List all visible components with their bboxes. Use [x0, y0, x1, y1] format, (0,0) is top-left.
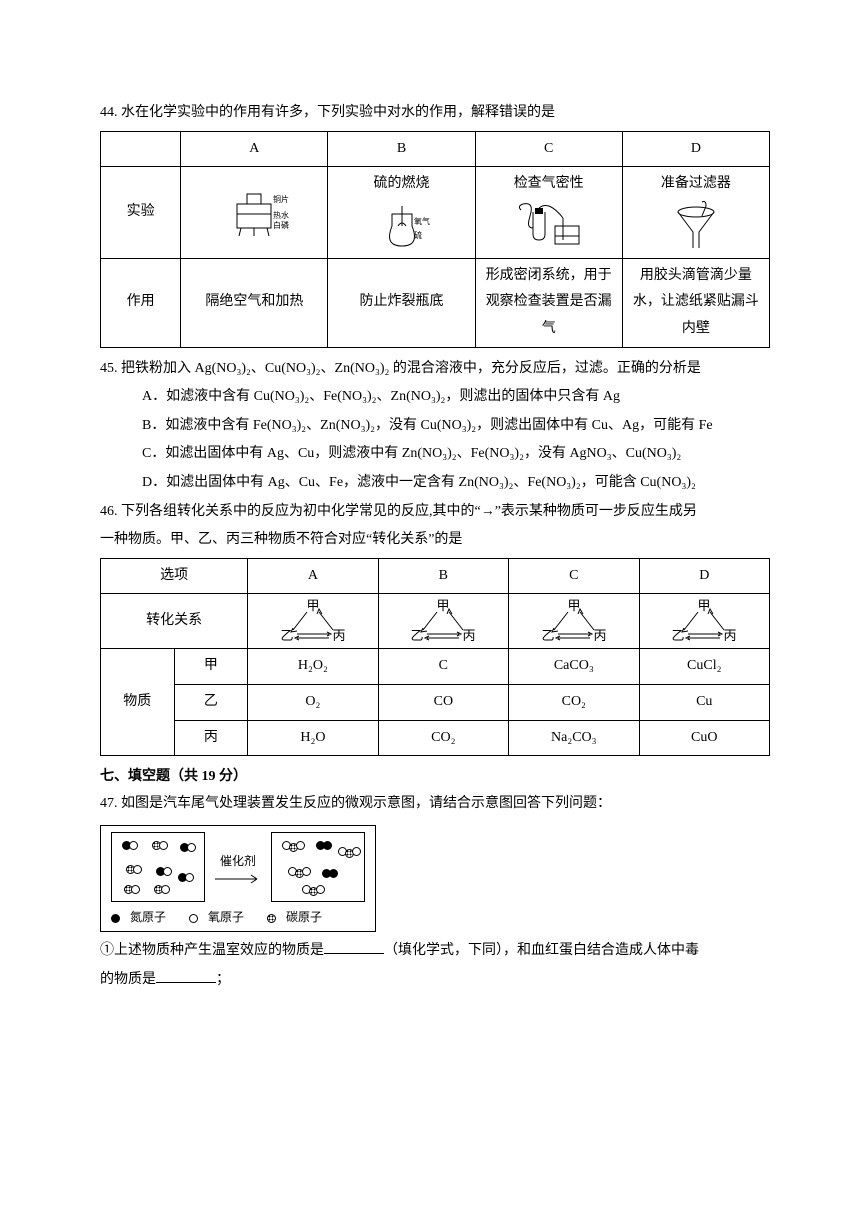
table-row: A B C D	[101, 131, 770, 167]
q44-table: A B C D 实验 铜片 热水 白磷 硫的燃烧	[100, 131, 770, 348]
svg-text:铜片: 铜片	[273, 194, 289, 204]
row-jia: 甲	[174, 649, 248, 685]
svg-text:硫: 硫	[414, 230, 422, 240]
use-D: 用胶头滴管滴少量水，让滤纸紧贴漏斗内壁	[622, 258, 769, 347]
exp-title: 硫的燃烧	[334, 171, 468, 198]
cell: CuO	[639, 720, 769, 756]
flask-burn-icon: 氧气 硫	[372, 198, 432, 254]
svg-text:甲: 甲	[567, 598, 580, 613]
legend-n: 氮原子	[130, 910, 166, 924]
q45-opt-A: A．如滤液中含有 Cu(NO₃)₂、Fe(NO₃)₂、Zn(NO₃)₂，则滤出的…	[142, 384, 770, 411]
beaker-heat-icon: 铜片 热水 白磷	[219, 184, 289, 240]
col-C: C	[475, 131, 622, 167]
row-label-exp: 实验	[101, 167, 181, 259]
legend-o: 氧原子	[208, 910, 244, 924]
exp-A: 铜片 热水 白磷	[181, 167, 328, 259]
catalyst-label: 催化剂	[213, 850, 263, 873]
table-row: 物质 甲 H₂O₂ C CaCO₃ CuCl₂	[101, 649, 770, 685]
cell: Na₂CO₃	[509, 720, 639, 756]
svg-text:丙: 丙	[332, 628, 345, 643]
table-row: 实验 铜片 热水 白磷 硫的燃烧 氧气 硫	[101, 167, 770, 259]
hdr-option: 选项	[101, 558, 248, 594]
legend-c: 碳原子	[286, 910, 322, 924]
exp-title: 准备过滤器	[629, 171, 763, 198]
tri-A: 甲乙丙	[248, 594, 378, 649]
exp-B: 硫的燃烧 氧气 硫	[328, 167, 475, 259]
table-row: 丙 H₂O CO₂ Na₂CO₃ CuO	[101, 720, 770, 756]
legend: 氮原子 氧原子 碳原子	[111, 906, 365, 929]
cell: CO₂	[378, 720, 508, 756]
q47-diagram: 催化剂 氮原子 氧原子 碳原子	[100, 825, 376, 932]
cell: C	[378, 649, 508, 685]
text: （填化学式，下同），和血红蛋白结合造成人体中毒	[384, 943, 699, 958]
tri-D: 甲乙丙	[639, 594, 769, 649]
airtight-check-icon	[509, 198, 589, 254]
cell: Cu	[639, 684, 769, 720]
exp-C: 检查气密性	[475, 167, 622, 259]
cell: CO₂	[509, 684, 639, 720]
relation-label: 转化关系	[101, 594, 248, 649]
blank-input[interactable]	[324, 939, 384, 954]
use-A: 隔绝空气和加热	[181, 258, 328, 347]
exp-D: 准备过滤器	[622, 167, 769, 259]
svg-text:丙: 丙	[463, 628, 476, 643]
table-row: 选项 A B C D	[101, 558, 770, 594]
svg-text:甲: 甲	[306, 598, 319, 613]
q45-opt-D: D．如滤出固体中有 Ag、Cu、Fe，滤液中一定含有 Zn(NO₃)₂、Fe(N…	[142, 470, 770, 497]
products-box	[271, 832, 365, 902]
reactants-box	[111, 832, 205, 902]
tri-B: 甲乙丙	[378, 594, 508, 649]
col-B: B	[328, 131, 475, 167]
q46-stem-a: 46. 下列各组转化关系中的反应为初中化学常见的反应,其中的“→”表示某种物质可…	[100, 499, 770, 526]
svg-text:甲: 甲	[698, 598, 711, 613]
svg-text:热水: 热水	[273, 210, 289, 220]
svg-text:丙: 丙	[724, 628, 737, 643]
row-yi: 乙	[174, 684, 248, 720]
matter-label: 物质	[101, 649, 175, 756]
exp-title: 检查气密性	[482, 171, 616, 198]
q46-stem-b: 一种物质。甲、乙、丙三种物质不符合对应“转化关系”的是	[100, 527, 770, 554]
q47-line1: ①上述物质种产生温室效应的物质是 （填化学式，下同），和血红蛋白结合造成人体中毒	[100, 938, 770, 965]
col-D: D	[622, 131, 769, 167]
cell: H₂O₂	[248, 649, 378, 685]
row-bing: 丙	[174, 720, 248, 756]
cell: CaCO₃	[509, 649, 639, 685]
q45-stem: 45. 把铁粉加入 Ag(NO₃)₂、Cu(NO₃)₂、Zn(NO₃)₂ 的混合…	[100, 356, 770, 383]
hdr-B: B	[378, 558, 508, 594]
q47-stem: 47. 如图是汽车尾气处理装置发生反应的微观示意图，请结合示意图回答下列问题：	[100, 791, 770, 818]
section-7-title: 七、填空题（共 19 分）	[100, 764, 770, 791]
hdr-C: C	[509, 558, 639, 594]
hdr-D: D	[639, 558, 769, 594]
table-row: 转化关系 甲乙丙 甲乙丙 甲乙丙 甲乙丙	[101, 594, 770, 649]
funnel-icon	[666, 198, 726, 254]
text: ①上述物质种产生温室效应的物质是	[100, 943, 324, 958]
svg-text:丙: 丙	[593, 628, 606, 643]
svg-text:甲: 甲	[437, 598, 450, 613]
table-row: 作用 隔绝空气和加热 防止炸裂瓶底 形成密闭系统，用于观察检查装置是否漏气 用胶…	[101, 258, 770, 347]
svg-text:氧气: 氧气	[414, 216, 430, 226]
row-label-use: 作用	[101, 258, 181, 347]
q47-line2: 的物质是 ；	[100, 967, 770, 994]
table-row: 乙 O₂ CO CO₂ Cu	[101, 684, 770, 720]
text: ；	[216, 972, 230, 987]
tri-C: 甲乙丙	[509, 594, 639, 649]
col-A: A	[181, 131, 328, 167]
arrow-icon: 催化剂	[213, 850, 263, 885]
q45-opt-C: C．如滤出固体中有 Ag、Cu，则滤液中有 Zn(NO₃)₂、Fe(NO₃)₂，…	[142, 441, 770, 468]
q45-opt-B: B．如滤液中含有 Fe(NO₃)₂、Zn(NO₃)₂，没有 Cu(NO₃)₂，则…	[142, 413, 770, 440]
q44-stem: 44. 水在化学实验中的作用有许多，下列实验中对水的作用，解释错误的是	[100, 100, 770, 127]
cell: CO	[378, 684, 508, 720]
use-B: 防止炸裂瓶底	[328, 258, 475, 347]
svg-text:白磷: 白磷	[273, 220, 289, 230]
cell: O₂	[248, 684, 378, 720]
cell: H₂O	[248, 720, 378, 756]
use-C: 形成密闭系统，用于观察检查装置是否漏气	[475, 258, 622, 347]
q46-table: 选项 A B C D 转化关系 甲乙丙 甲乙丙 甲乙丙 甲乙丙 物质 甲 H₂O…	[100, 558, 770, 756]
text: 的物质是	[100, 972, 156, 987]
hdr-A: A	[248, 558, 378, 594]
cell: CuCl₂	[639, 649, 769, 685]
blank-input[interactable]	[156, 967, 216, 982]
